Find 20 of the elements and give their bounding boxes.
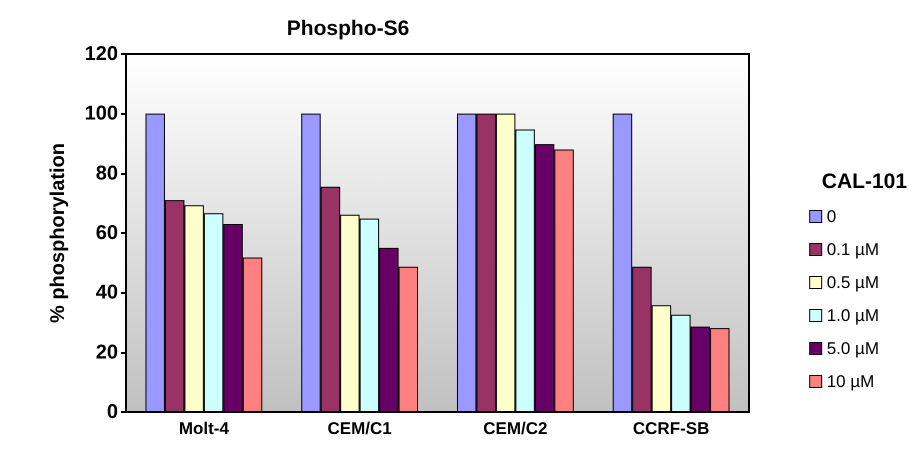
- x-tick-label: CEM/C1: [328, 419, 392, 438]
- legend-label: 0: [826, 207, 836, 226]
- x-tick-label: CCRF-SB: [632, 419, 710, 438]
- y-tick-label: 100: [84, 102, 118, 125]
- x-tick-label: CEM/C2: [483, 419, 548, 438]
- legend-label: 5.0 µM: [826, 339, 879, 358]
- y-tick-label: 120: [84, 43, 118, 65]
- y-tick-label: 60: [96, 222, 118, 244]
- y-axis-title: % phosphorylation: [47, 143, 69, 323]
- legend-label: 0.5 µM: [826, 273, 879, 292]
- x-tick-label: Molt-4: [178, 419, 230, 438]
- y-tick-label: 20: [96, 341, 118, 364]
- chart-title: Phospho-S6: [286, 17, 410, 40]
- y-tick-label: 0: [106, 401, 118, 423]
- legend-title: CAL-101: [822, 170, 908, 193]
- legend-label: 0.1 µM: [826, 240, 879, 259]
- legend-label: 1.0 µM: [826, 306, 879, 325]
- y-tick-label: 80: [96, 162, 118, 184]
- y-tick-label: 40: [96, 282, 118, 304]
- legend-label: 10 µM: [826, 372, 874, 391]
